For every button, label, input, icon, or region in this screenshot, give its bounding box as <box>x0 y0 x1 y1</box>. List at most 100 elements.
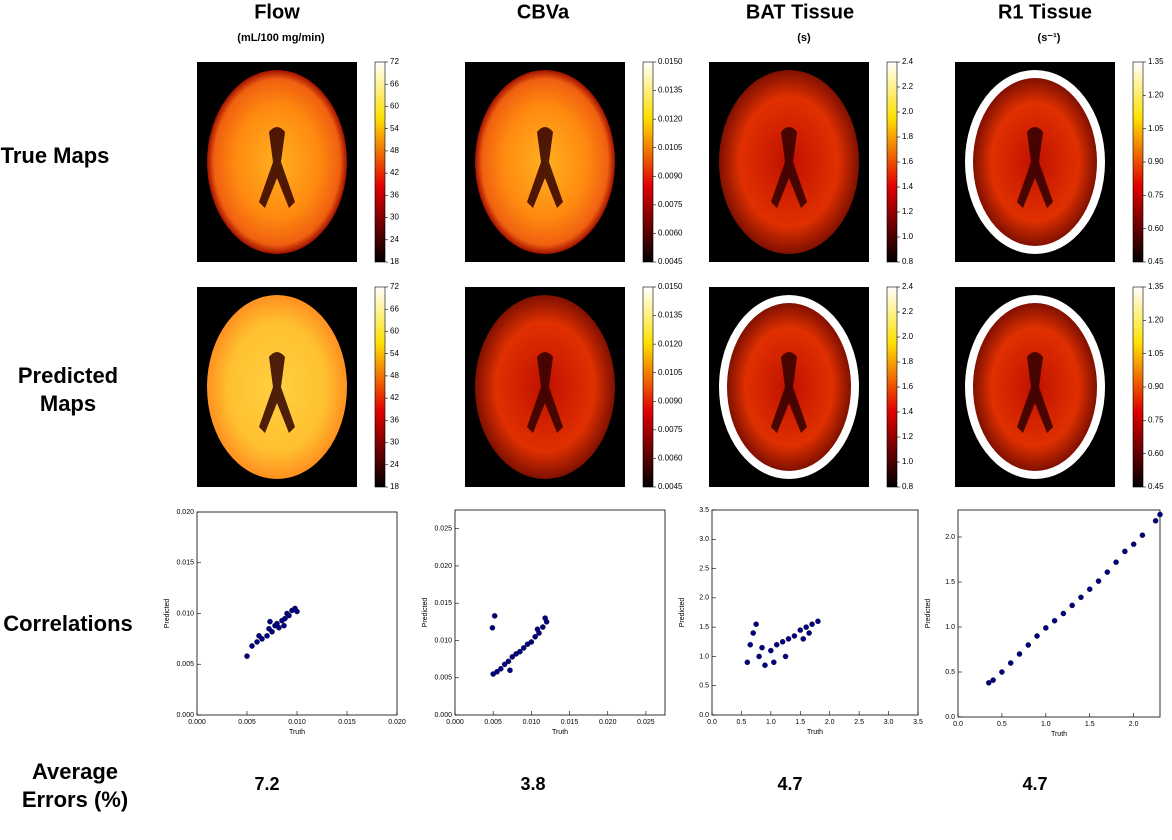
colorbar-tick-label: 0.60 <box>1148 449 1164 458</box>
row-label: Correlations <box>3 611 133 636</box>
y-tick-label: 1.0 <box>945 624 955 631</box>
ventricles <box>1017 127 1053 208</box>
y-tick-label: 0.020 <box>434 563 452 570</box>
column-title: R1 Tissue <box>998 1 1092 23</box>
row-label: Predicted Maps <box>17 363 119 416</box>
colorbar-tick-label: 0.45 <box>1148 257 1164 266</box>
y-tick-label: 2.0 <box>945 534 955 541</box>
colorbar-tick-label: 72 <box>390 57 399 66</box>
colorbar <box>886 61 898 263</box>
colorbar-tick-label: 0.60 <box>1148 224 1164 233</box>
scatter-point <box>1060 610 1067 617</box>
plot-frame <box>957 509 1161 718</box>
y-tick-label: 0.015 <box>176 560 194 567</box>
scatter-point <box>1095 578 1102 584</box>
colorbar-tick-label: 36 <box>390 190 399 199</box>
x-axis-label: Truth <box>1051 731 1067 738</box>
x-tick-label: 1.0 <box>766 719 776 726</box>
scatter-point <box>1130 541 1137 547</box>
colorbar-tick-label: 48 <box>390 371 399 380</box>
colorbar-tick-label: 0.0090 <box>658 171 683 180</box>
y-tick-label: 2.0 <box>699 595 709 602</box>
scatter-point <box>286 612 292 619</box>
scatter-point <box>494 669 500 675</box>
y-tick-label: 1.5 <box>945 579 955 586</box>
scatter-point <box>1152 518 1159 524</box>
x-tick-label: 2.5 <box>854 719 864 726</box>
scatter-point <box>985 680 992 686</box>
scatter-point <box>1025 642 1032 648</box>
x-tick-label: 0.015 <box>338 719 356 726</box>
colorbar-tick-label: 2.0 <box>902 107 914 116</box>
scatter-point <box>782 653 789 660</box>
ventricles <box>1017 352 1053 433</box>
scatter-point <box>1078 594 1084 601</box>
colorbar-tick-label: 2.2 <box>902 82 914 91</box>
colorbar-tick-label: 0.75 <box>1148 415 1164 424</box>
colorbar-tick-label: 0.0105 <box>658 143 683 152</box>
colorbar-tick-label: 1.35 <box>1148 282 1164 291</box>
colorbar-tick-label: 0.0105 <box>658 368 683 377</box>
scatter-point <box>509 654 516 660</box>
colorbar <box>374 61 386 263</box>
colorbar-tick-label: 24 <box>390 460 399 469</box>
x-tick-label: 0.010 <box>523 719 541 726</box>
scatter-point <box>532 633 538 640</box>
scatter-point <box>747 641 754 648</box>
x-tick-label: 0.000 <box>446 719 464 726</box>
colorbar-tick-label: 0.90 <box>1148 157 1164 166</box>
colorbar-tick-label: 1.4 <box>902 407 914 416</box>
y-axis-label: Predicted <box>164 599 171 629</box>
y-tick-label: 3.0 <box>699 536 709 543</box>
scatter-point <box>282 615 288 622</box>
colorbar-tick-label: 1.8 <box>902 132 914 141</box>
y-tick-label: 0.5 <box>945 669 955 676</box>
ventricles <box>771 127 807 208</box>
average-error: 4.7 <box>777 774 802 794</box>
scatter-point <box>999 669 1005 675</box>
scatter-point <box>1086 586 1093 592</box>
y-axis-label: Predicted <box>925 599 932 629</box>
colorbar-tick-label: 0.0060 <box>658 229 683 238</box>
colorbar-tick-label: 0.0135 <box>658 311 683 320</box>
scatter-point <box>254 639 260 645</box>
colorbar-tick-label: 30 <box>390 213 399 222</box>
x-tick-label: 0.010 <box>288 719 306 726</box>
x-axis-label: Truth <box>552 729 568 736</box>
column-title: BAT Tissue <box>746 1 854 23</box>
average-error: 4.7 <box>1022 774 1047 794</box>
colorbar-tick-label: 0.0120 <box>658 339 683 348</box>
colorbar-tick-label: 18 <box>390 257 399 266</box>
x-axis-label: Truth <box>289 729 305 736</box>
scatter-point <box>791 633 798 639</box>
x-tick-label: 0.020 <box>599 719 617 726</box>
scatter-point <box>540 624 546 630</box>
scatter-point <box>1007 660 1014 666</box>
scatter-point <box>520 645 527 651</box>
column-title: Flow <box>254 1 300 23</box>
colorbar-tick-label: 0.0120 <box>658 114 683 123</box>
colorbar-tick-label: 54 <box>390 349 399 358</box>
colorbar-tick-label: 1.20 <box>1148 90 1164 99</box>
y-tick-label: 0.000 <box>434 712 452 719</box>
colorbar-tick-label: 72 <box>390 282 399 291</box>
ventricles <box>259 127 295 208</box>
scatter-point <box>267 618 273 625</box>
scatter-point <box>779 639 786 645</box>
colorbar-tick-label: 0.8 <box>902 257 914 266</box>
scatter-point <box>753 621 759 627</box>
scatter-point <box>803 624 809 630</box>
colorbar <box>642 286 654 488</box>
colorbar <box>374 286 386 488</box>
column-unit: (s) <box>797 32 811 44</box>
scatter-point <box>990 677 996 683</box>
scatter-point <box>264 633 270 639</box>
scatter-point <box>1104 569 1111 575</box>
x-tick-label: 0.005 <box>238 719 256 726</box>
x-tick-label: 0.025 <box>637 719 655 726</box>
scatter-point <box>269 629 275 635</box>
x-tick-label: 3.5 <box>913 719 923 726</box>
x-tick-label: 2.0 <box>1129 721 1139 728</box>
scatter-point <box>762 662 768 668</box>
